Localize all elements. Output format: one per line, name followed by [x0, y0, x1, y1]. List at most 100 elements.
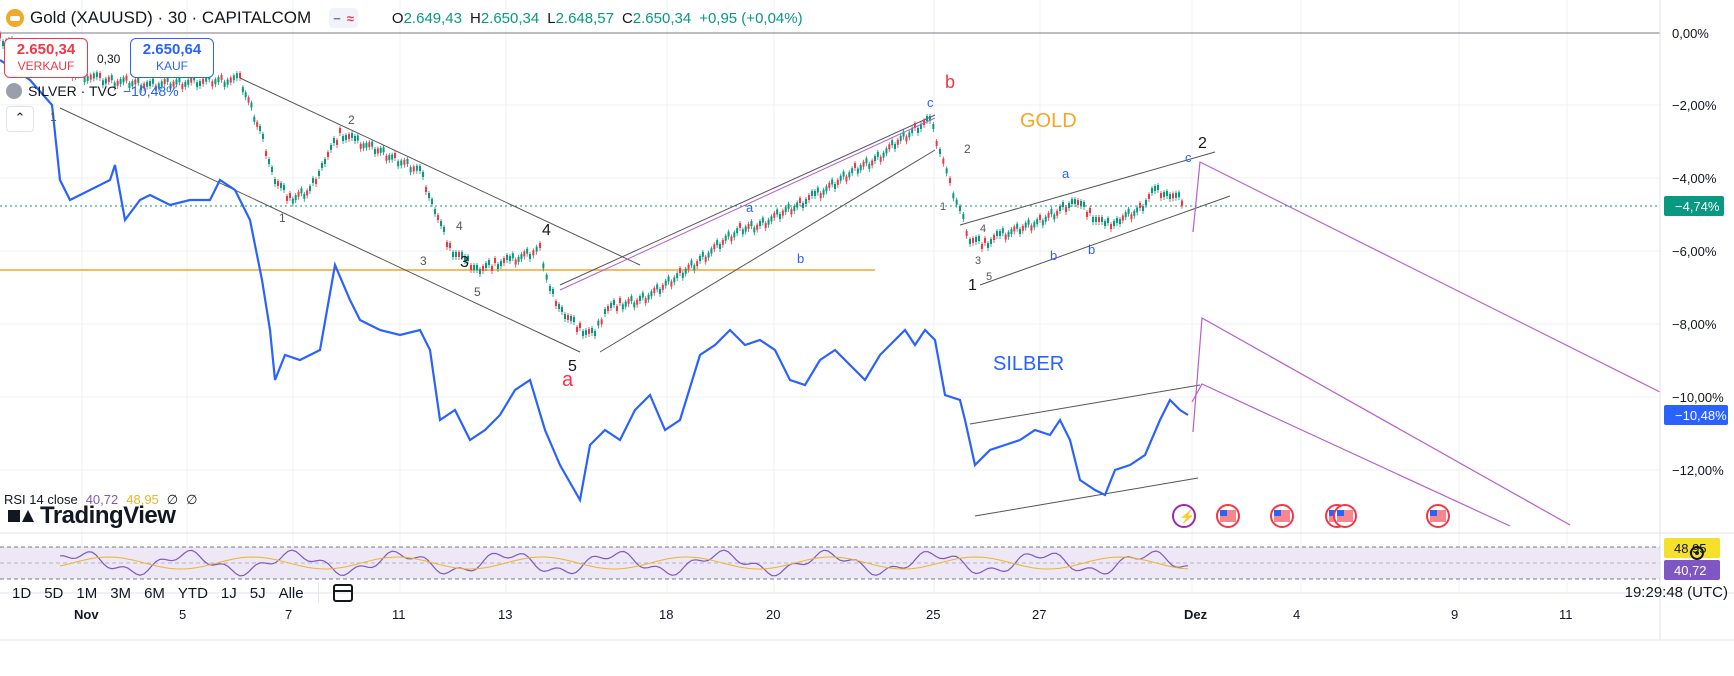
timeframe-alle[interactable]: Alle [278, 584, 304, 602]
rsi-legend: RSI 14 close 40,72 48,95 ∅ ∅ [4, 492, 197, 508]
wave-label: 5 [568, 358, 577, 375]
wave-label: 2 [964, 142, 971, 156]
us-flag-icon[interactable] [1216, 504, 1240, 528]
chart-toggle-pill[interactable]: − ≈ [329, 8, 358, 28]
time-tick-label: 18 [659, 607, 673, 622]
wave-label: 1 [279, 211, 286, 225]
bottom-toolbar: 1D 5D 1M 3M 6M YTD 1J 5J Alle [0, 578, 1734, 608]
wave-label: c [1185, 150, 1192, 165]
timeframe-3m[interactable]: 3M [110, 584, 132, 602]
gold-symbol-icon [6, 9, 24, 27]
svg-text:⚡: ⚡ [1179, 509, 1195, 525]
rsi-ma-line [59, 556, 1189, 570]
wave-label: b [1088, 242, 1095, 257]
timeframe-1d[interactable]: 1D [12, 584, 32, 602]
toolbar-divider [317, 583, 319, 603]
chart-header: Gold (XAUUSD) · 30 · CAPITALCOM − ≈ O2.6… [6, 7, 803, 29]
time-tick-label: 11 [392, 607, 406, 622]
clock[interactable]: 19:29:48 (UTC) [1624, 584, 1728, 601]
wave-label: a [746, 200, 754, 215]
price-tick-label: −4,00% [1672, 171, 1717, 186]
empty-set-icon: ∅ [166, 492, 179, 507]
timeframe-5j[interactable]: 5J [249, 584, 266, 602]
wave-label: 4 [980, 223, 986, 235]
wave-label: 2 [348, 113, 355, 127]
time-tick-label: 7 [285, 607, 292, 622]
us-flag-icon[interactable] [1270, 504, 1294, 528]
time-tick-label: 25 [926, 607, 940, 622]
wave-label: 1 [968, 277, 977, 294]
rsi-badge-bottom: 40,72 [1664, 560, 1720, 580]
wave-label-b-red: b [945, 72, 955, 92]
buy-button[interactable]: 2.650,64 KAUF [130, 38, 214, 78]
compare-symbol-label: SILVER · TVC [28, 83, 117, 99]
silver-symbol-icon [6, 83, 22, 99]
time-tick-label: 13 [498, 607, 512, 622]
wave-label: 3 [975, 255, 981, 267]
gold-annotation: GOLD [1020, 110, 1077, 132]
compare-symbol-row[interactable]: SILVER · TVC −10,48% [6, 83, 179, 99]
rsi-ma-value: 48,95 [126, 492, 159, 507]
projection-lines [559, 117, 1661, 527]
time-tick-label: 9 [1451, 607, 1458, 622]
time-tick-label: 20 [766, 607, 780, 622]
timeframe-ytd[interactable]: YTD [177, 584, 208, 602]
wave-label: c [927, 95, 934, 110]
wave-label: b [1050, 248, 1057, 263]
time-tick-label: Dez [1184, 607, 1208, 622]
price-tick-label: −6,00% [1672, 244, 1717, 259]
price-tick-label: 0,00% [1672, 26, 1709, 41]
wave-label: 1 [50, 110, 57, 124]
us-flag-icon[interactable] [1426, 504, 1450, 528]
rsi-title[interactable]: RSI 14 close [4, 492, 78, 507]
wave-label: 1 [940, 201, 946, 213]
timeframe-buttons: 1D 5D 1M 3M 6M YTD 1J 5J Alle [12, 585, 304, 602]
compare-symbol-pct: −10,48% [122, 83, 179, 99]
lightning-icon[interactable] [1172, 504, 1196, 528]
wave-label: 5 [474, 285, 481, 299]
chevron-up-icon[interactable]: ⌃ [6, 106, 34, 132]
time-tick-label: Nov [74, 607, 99, 622]
wave-icon[interactable]: ≈ [346, 10, 354, 26]
calendar-range-icon[interactable] [332, 584, 353, 602]
symbol-title[interactable]: Gold (XAUUSD) · 30 · CAPITALCOM [30, 8, 312, 27]
time-tick-label: 5 [179, 607, 186, 622]
sell-button[interactable]: 2.650,34 VERKAUF [4, 38, 88, 78]
wave-label: 4 [542, 222, 551, 239]
wave-label: 2 [1198, 135, 1207, 152]
us-flag-icon[interactable] [1333, 504, 1357, 528]
time-tick-label: 27 [1032, 607, 1046, 622]
time-tick-label: 4 [1293, 607, 1300, 622]
wave-label: 4 [456, 219, 463, 233]
timeframe-1m[interactable]: 1M [76, 584, 98, 602]
rsi-value: 40,72 [85, 492, 119, 507]
spread-value: 0,30 [97, 52, 121, 66]
silver-price-series [0, 59, 1189, 504]
event-icons: ⚡ [1172, 504, 1450, 528]
price-tick-label: −12,00% [1672, 463, 1724, 478]
silver-annotation: SILBER [993, 353, 1064, 375]
tradingview-logo[interactable]: TradingView [8, 502, 176, 530]
wave-label-a-red: a [562, 369, 574, 391]
svg-text:−4,74%: −4,74% [1675, 199, 1720, 214]
svg-text:40,72: 40,72 [1674, 563, 1707, 578]
timeframe-6m[interactable]: 6M [144, 584, 165, 602]
empty-set-icon: ∅ [186, 492, 198, 507]
wave-label: 5 [986, 271, 992, 283]
wave-label: b [797, 251, 804, 266]
timeframe-5d[interactable]: 5D [44, 584, 64, 602]
minus-icon[interactable]: − [333, 10, 341, 26]
time-tick-label: 11 [1559, 607, 1573, 622]
timeframe-1j[interactable]: 1J [220, 584, 237, 602]
gold-price-series [0, 31, 1183, 339]
gold-channels [59, 77, 1231, 517]
rsi-line [59, 549, 1189, 577]
price-tick-label: −10,00% [1672, 390, 1724, 405]
wave-label: a [1062, 166, 1070, 181]
svg-text:−10,48%: −10,48% [1675, 408, 1727, 423]
gear-icon[interactable] [1690, 546, 1704, 560]
ohlc-values: O2.649,43 H2.650,34 L2.648,57 C2.650,34 … [391, 9, 803, 27]
gold-price-badge: −4,74% [1664, 196, 1724, 216]
wave-label: 3 [460, 254, 469, 271]
